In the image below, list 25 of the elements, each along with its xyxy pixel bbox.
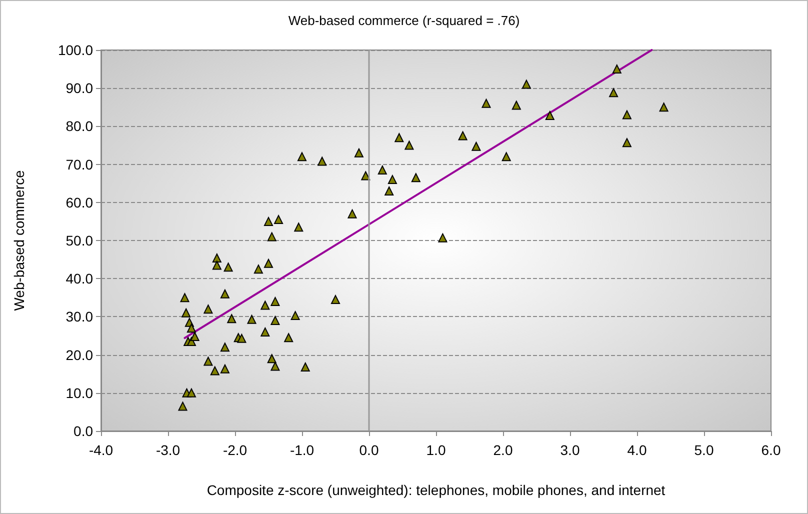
x-tick-label: -4.0 [88, 442, 114, 458]
x-axis-title: Composite z-score (unweighted): telephones, mobile phones, and internet [206, 482, 666, 498]
y-tick-label: 20.0 [66, 346, 94, 363]
x-tick-label: 6.0 [761, 442, 781, 458]
y-axis-title: Web-based commerce [11, 170, 27, 311]
x-tick-label: -1.0 [290, 442, 314, 458]
x-tick-label: 4.0 [627, 442, 647, 458]
x-tick-label: 5.0 [694, 442, 714, 458]
x-tick-label: -3.0 [156, 442, 180, 458]
y-tick-label: 90.0 [66, 80, 94, 96]
x-tick-label: 0.0 [359, 442, 379, 458]
y-tick-label: 30.0 [66, 308, 94, 325]
y-tick-label: 0.0 [74, 423, 94, 439]
y-tick-label: 10.0 [66, 384, 94, 401]
y-tick-label: 50.0 [66, 232, 94, 248]
x-tick-label: 2.0 [493, 442, 513, 458]
y-tick-label: 80.0 [66, 118, 94, 134]
x-tick-label: 1.0 [426, 442, 446, 458]
x-tick-label: -2.0 [222, 442, 248, 458]
y-tick-label: 40.0 [66, 270, 94, 287]
y-tick-label: 70.0 [66, 156, 94, 172]
x-tick-label: 3.0 [560, 442, 580, 458]
y-tick-label: 100.0 [58, 42, 94, 58]
chart-title: Web-based commerce (r-squared = .76) [288, 13, 520, 28]
y-tick-label: 60.0 [66, 194, 94, 210]
